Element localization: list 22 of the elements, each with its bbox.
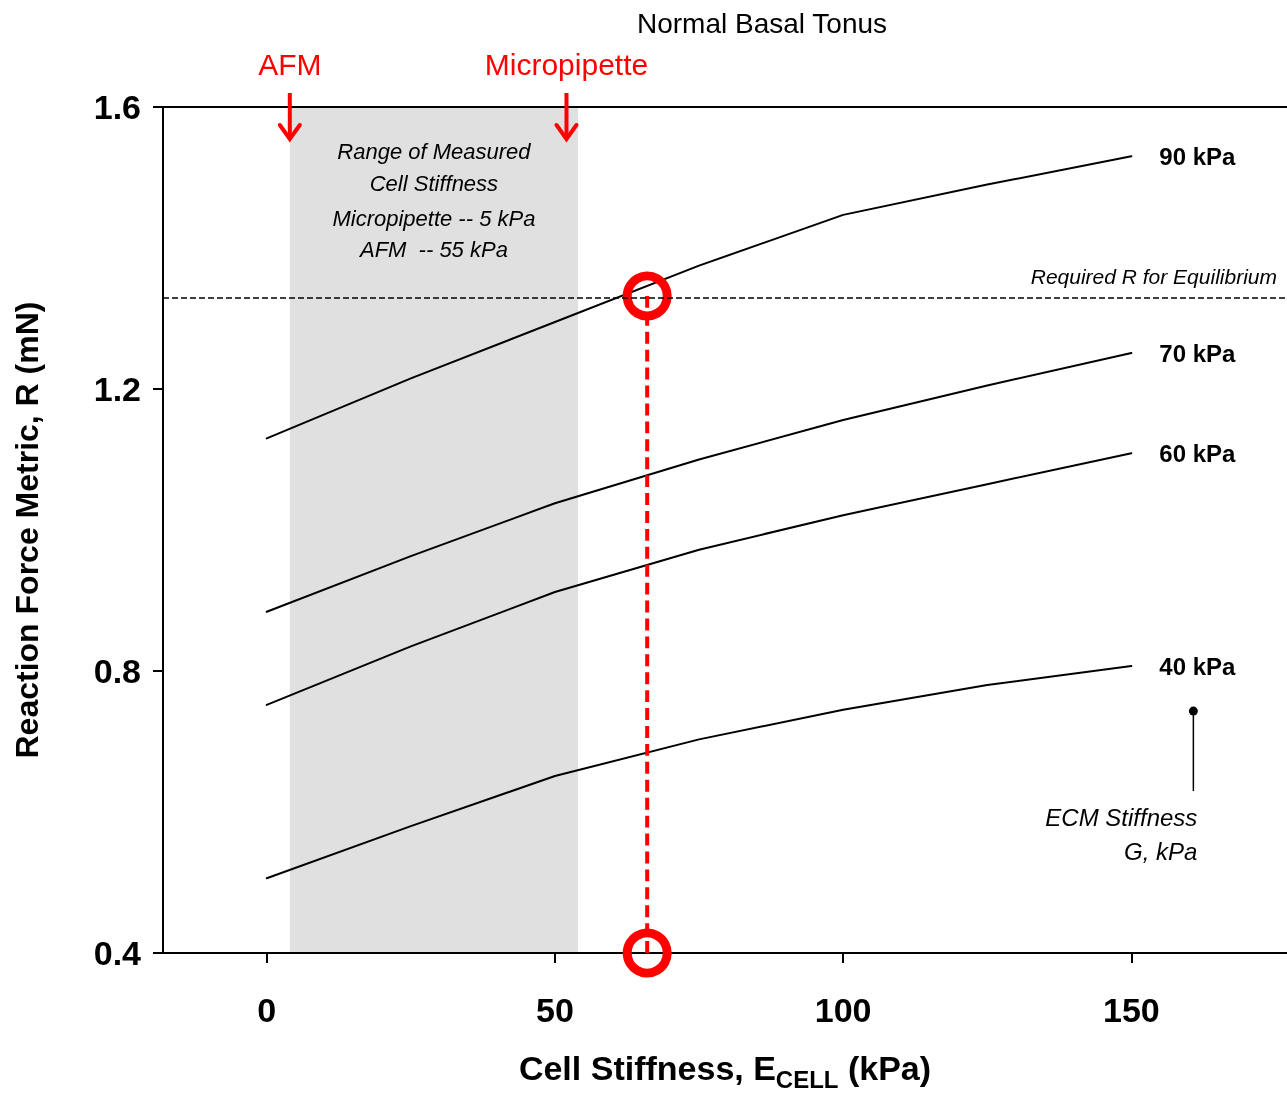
x-tick-label: 150 (1103, 991, 1160, 1029)
y-tick-label: 1.2 (93, 370, 141, 408)
chart-title: Normal Basal Tonus (636, 7, 888, 39)
y-tick-label: 1.6 (93, 88, 141, 126)
line-series (265, 352, 1133, 613)
band-label: Range of Measured Cell Stiffness (337, 138, 532, 196)
x-tick-label: 0 (257, 991, 277, 1029)
annotation: Micropipette (484, 47, 649, 81)
annotation: ECM Stiffness G, kPa (1045, 803, 1198, 865)
annotation: AFM (258, 47, 322, 81)
x-tick-label: 100 (814, 991, 872, 1029)
x-tick-label: 50 (536, 991, 574, 1029)
ref-line-label: Required R for Equilibrium (1030, 265, 1277, 289)
y-axis-title: Reaction Force Metric, R (mN) (9, 301, 45, 759)
series-label: 70 kPa (1159, 339, 1237, 367)
y-tick-label: 0.4 (93, 934, 142, 972)
series-label: 90 kPa (1159, 142, 1237, 170)
y-tick-label: 0.8 (93, 652, 141, 690)
annotation: Micropipette -- 5 kPa AFM -- 55 kPa (332, 206, 536, 262)
series-label: 60 kPa (1159, 439, 1237, 467)
line-series (265, 452, 1133, 706)
series-label: 40 kPa (1159, 652, 1237, 680)
